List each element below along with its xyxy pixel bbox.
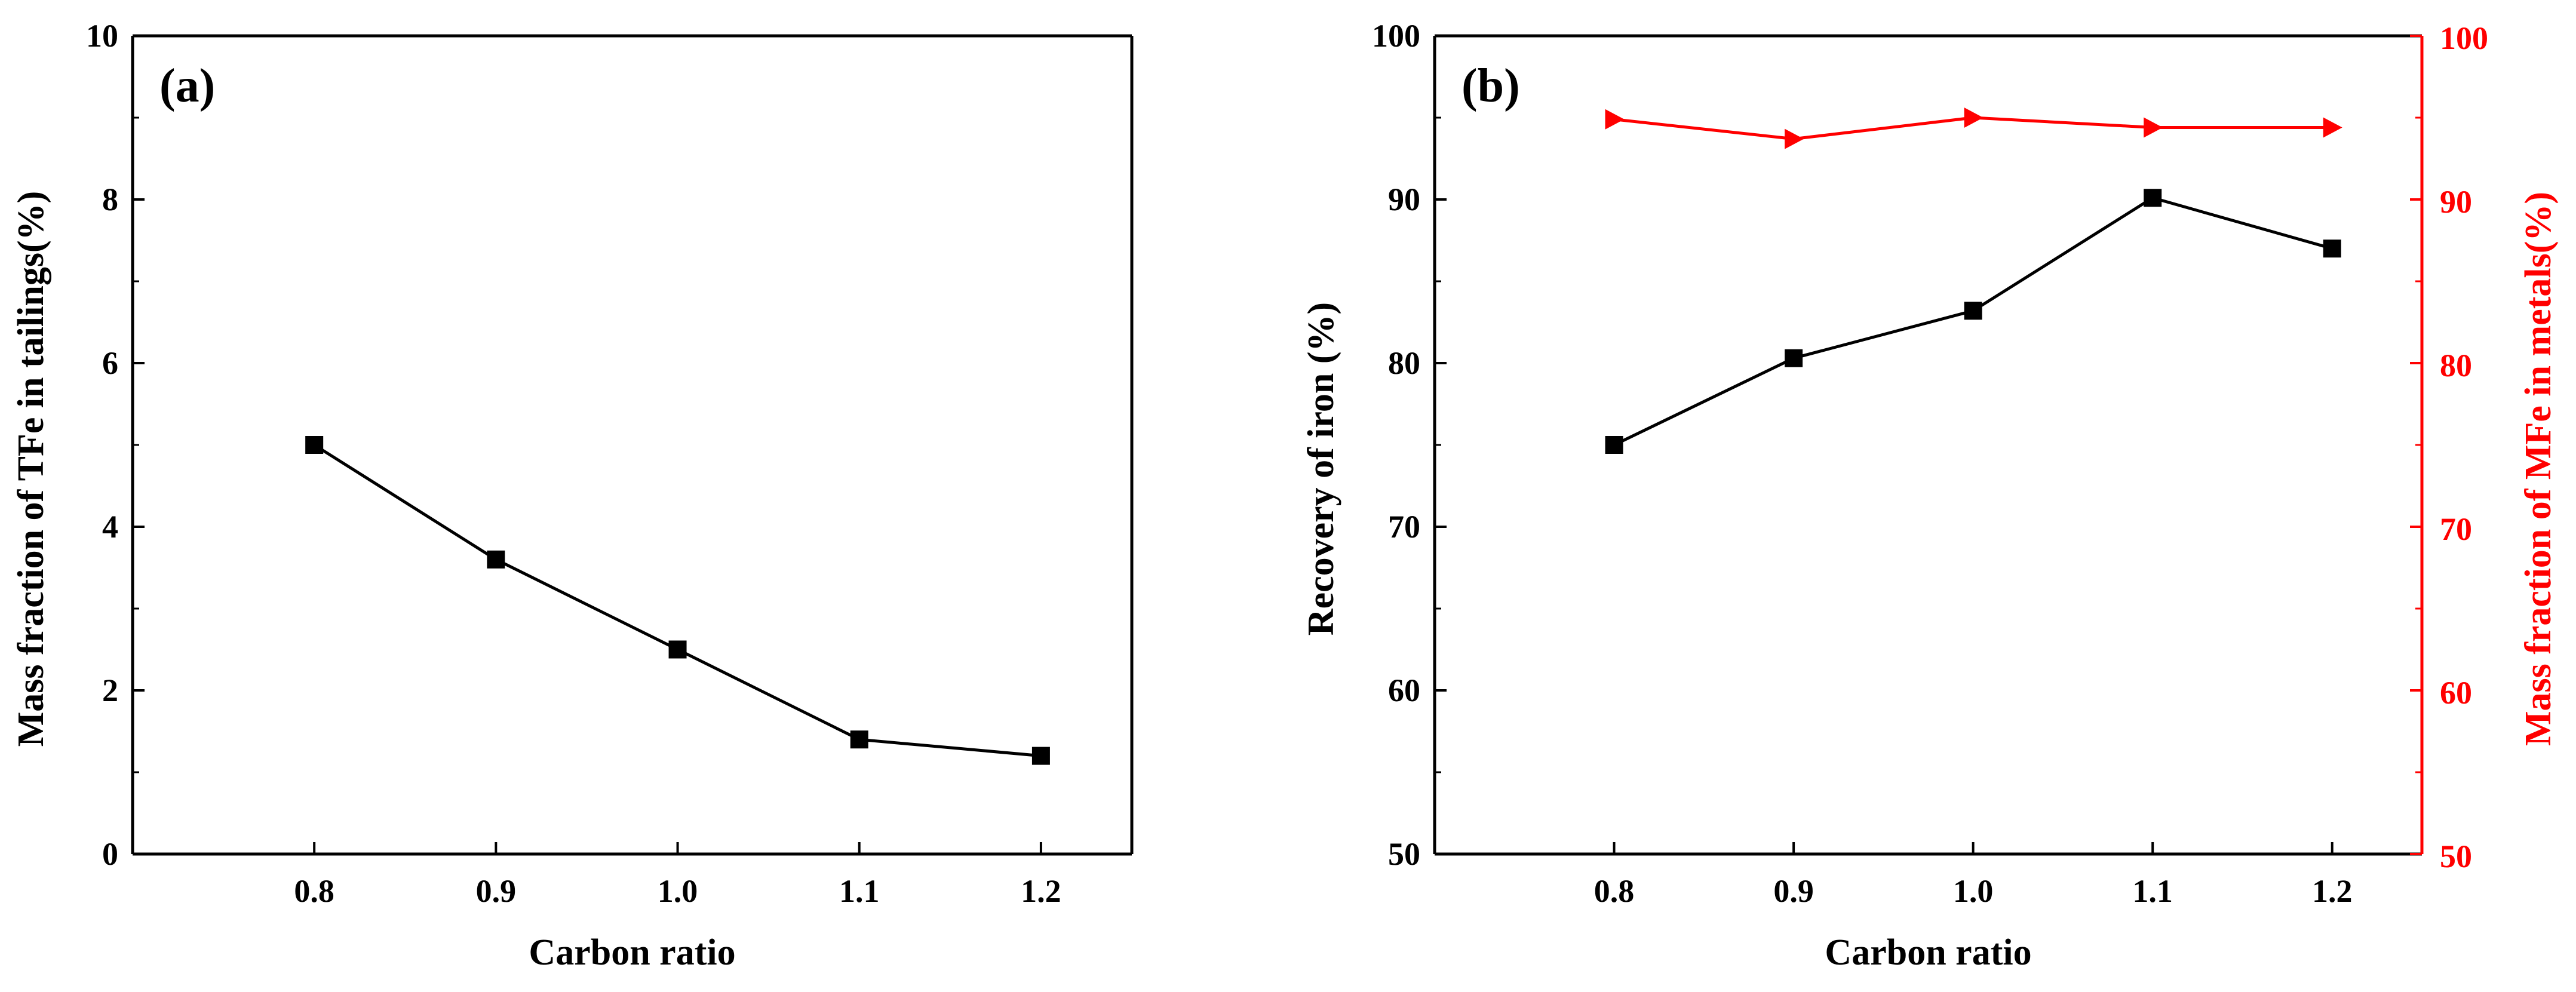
data-point-square [850,730,868,749]
panel-label: (a) [159,60,215,112]
x-tick-label: 1.1 [839,873,880,909]
y2-tick-label: 70 [2440,511,2472,547]
data-point-square [487,550,505,569]
data-point-square [668,640,687,659]
y-tick-label: 70 [1388,509,1420,545]
y-tick-label: 2 [102,672,118,708]
y-tick-label: 50 [1388,836,1420,872]
panel-label: (b) [1462,60,1520,112]
x-tick-label: 0.9 [476,873,517,909]
data-point-square [1605,436,1623,454]
y-tick-label: 80 [1388,345,1420,381]
y2-tick-label: 50 [2440,839,2472,874]
y-tick-label: 6 [102,345,118,381]
data-point-square [2144,189,2162,207]
x-tick-label: 0.8 [1594,873,1635,909]
y2-axis-title: Mass fraction of MFe in metals(%) [2518,192,2559,746]
data-point-square [1031,747,1050,765]
x-axis-title: Carbon ratio [1825,932,2031,973]
x-tick-label: 0.9 [1773,873,1814,909]
panel-a: 0.8 0.9 1.0 1.1 1.2 0 2 4 6 8 10 Carbon ratio Mass f… [11,18,1134,973]
y-axis-title: Mass fraction of TFe in tailings(%) [11,191,51,747]
y-axis-title: Recovery of iron (%) [1301,302,1341,635]
data-point-triangle [1964,108,1984,128]
y-tick-label: 0 [102,836,118,872]
y-tick-label: 100 [1372,18,1420,54]
data-point-square [2323,239,2341,258]
x-tick-label: 1.2 [2312,873,2353,909]
x-tick-label: 0.8 [294,873,334,909]
x-tick-label: 1.1 [2132,873,2173,909]
y2-tick-label: 80 [2440,348,2472,383]
y-tick-label: 4 [102,509,118,545]
x-axis-title: Carbon ratio [529,932,735,973]
data-point-triangle [1605,109,1625,130]
data-point-triangle [1785,128,1804,149]
data-point-triangle [2144,117,2163,138]
series-line-0 [313,443,1042,758]
x-tick-label: 1.0 [1953,873,1994,909]
data-point-square [305,436,324,454]
y2-tick-label: 90 [2440,184,2472,220]
y-tick-label: 60 [1388,672,1420,708]
data-point-square [1785,349,1803,367]
data-point-square [1964,302,1982,320]
y-tick-label: 90 [1388,182,1420,217]
x-tick-label: 1.0 [658,873,698,909]
x-tick-label: 1.2 [1021,873,1061,909]
y2-tick-label: 100 [2440,20,2488,56]
y-tick-label: 8 [102,182,118,217]
y-tick-label: 10 [86,18,118,54]
panel-b: 0.8 0.9 1.0 1.1 1.2 50 60 70 80 90 100 50 60 70 80 90 10… [1301,18,2559,973]
y2-tick-label: 60 [2440,675,2472,711]
data-point-triangle [2323,117,2342,138]
series-line-0 [1613,196,2333,447]
